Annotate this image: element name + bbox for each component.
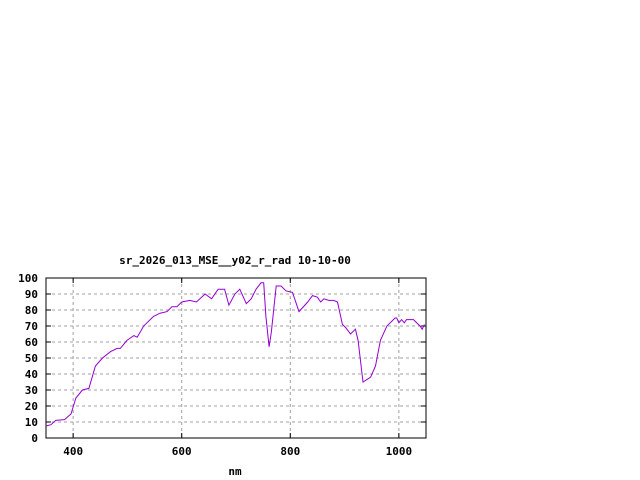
plot-border: [45, 277, 427, 439]
x-axis-label: nm: [228, 465, 242, 478]
y-tick-label: 30: [25, 384, 38, 397]
y-tick-label: 100: [18, 272, 38, 285]
x-tick-label: 600: [172, 445, 192, 458]
series-line: [45, 282, 425, 427]
y-tick-label: 60: [25, 336, 38, 349]
y-tick-label: 40: [25, 368, 38, 381]
x-tick-label: 1000: [386, 445, 413, 458]
y-tick-label: 20: [25, 400, 38, 413]
grid: [46, 277, 426, 439]
y-tick-label: 90: [25, 288, 38, 301]
x-tick-label: 800: [280, 445, 300, 458]
chart-title: sr_2026_013_MSE__y02_r_rad 10-10-00: [119, 254, 351, 267]
y-tick-label: 50: [25, 352, 38, 365]
y-tick-label: 70: [25, 320, 38, 333]
y-tick-label: 80: [25, 304, 38, 317]
tick-labels: 0 10 20 30 40 50 60 70 80 90 100 400 600 800 1000: [18, 272, 412, 458]
y-tick-label: 0: [31, 432, 38, 445]
y-tick-label: 10: [25, 416, 38, 429]
x-tick-label: 400: [63, 445, 83, 458]
